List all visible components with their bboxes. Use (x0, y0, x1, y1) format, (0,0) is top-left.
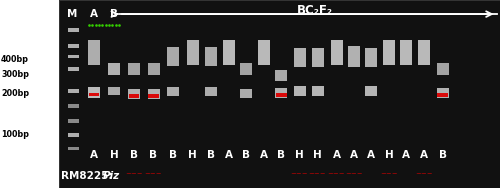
Bar (148, 62, 160, 75)
Bar (148, 94, 158, 98)
Text: ~~~: ~~~ (144, 171, 162, 177)
Text: H: H (295, 150, 304, 160)
Bar (365, 48, 377, 67)
Text: A: A (367, 150, 375, 160)
Bar (128, 62, 140, 75)
Bar (294, 48, 306, 67)
Text: H: H (384, 150, 394, 160)
Bar (89, 93, 99, 96)
Bar (438, 93, 448, 97)
Bar (294, 86, 306, 96)
Text: A: A (420, 150, 428, 160)
Text: 200bp: 200bp (1, 89, 29, 99)
Text: B: B (438, 150, 446, 160)
Bar (186, 40, 198, 65)
Bar (68, 104, 80, 108)
Bar (68, 28, 80, 32)
Bar (400, 40, 412, 65)
Bar (128, 89, 140, 99)
Bar (0, 0, 59, 188)
Bar (258, 40, 270, 65)
Bar (68, 119, 80, 123)
Text: ~~~: ~~~ (345, 171, 363, 177)
Text: ~~~: ~~~ (380, 171, 398, 177)
Bar (222, 40, 234, 65)
Text: ~~~: ~~~ (125, 171, 143, 177)
Bar (276, 70, 287, 81)
Bar (204, 47, 216, 66)
Bar (276, 93, 286, 97)
Bar (88, 87, 100, 98)
Bar (418, 40, 430, 65)
Text: H: H (188, 150, 197, 160)
Text: A: A (332, 150, 340, 160)
Bar (148, 89, 160, 99)
Bar (330, 40, 342, 65)
Bar (68, 55, 80, 58)
Text: BC₂F₂: BC₂F₂ (297, 4, 333, 17)
Text: B: B (278, 150, 285, 160)
Bar (436, 88, 448, 98)
Text: B: B (130, 150, 138, 160)
Bar (312, 48, 324, 67)
Bar (348, 46, 360, 67)
Text: 400bp: 400bp (1, 55, 29, 64)
Text: M: M (68, 9, 78, 19)
Text: A: A (90, 9, 98, 19)
Bar (108, 62, 120, 75)
Bar (108, 87, 120, 96)
Bar (68, 147, 80, 150)
Text: ~~~: ~~~ (290, 171, 308, 177)
Bar (276, 88, 287, 98)
Text: ~~~: ~~~ (328, 171, 345, 177)
Bar (88, 40, 100, 65)
Bar (68, 67, 80, 70)
Text: H: H (313, 150, 322, 160)
Bar (383, 40, 395, 65)
Text: ~~~: ~~~ (308, 171, 326, 177)
Text: RM8225:: RM8225: (61, 171, 116, 181)
Text: 100bp: 100bp (1, 130, 29, 139)
Text: B: B (150, 150, 158, 160)
Text: Piz: Piz (102, 171, 120, 181)
Text: B: B (169, 150, 177, 160)
Bar (129, 94, 139, 98)
Text: A: A (350, 150, 358, 160)
Bar (68, 133, 80, 137)
Text: ~~~: ~~~ (415, 171, 433, 177)
Bar (68, 89, 80, 93)
Text: 300bp: 300bp (1, 70, 29, 79)
Bar (167, 47, 179, 66)
Text: B: B (110, 9, 118, 19)
Text: B: B (242, 150, 250, 160)
Text: A: A (224, 150, 232, 160)
Text: B: B (206, 150, 214, 160)
Text: H: H (110, 150, 118, 160)
Bar (59, 0, 500, 188)
Text: A: A (90, 150, 98, 160)
Text: A: A (402, 150, 410, 160)
Bar (240, 62, 252, 75)
Bar (68, 44, 80, 48)
Bar (312, 86, 324, 96)
Bar (240, 89, 252, 98)
Bar (204, 87, 216, 96)
Bar (59, 0, 500, 188)
Bar (436, 62, 448, 75)
Text: A: A (260, 150, 268, 160)
Bar (365, 86, 377, 96)
Bar (167, 87, 179, 96)
